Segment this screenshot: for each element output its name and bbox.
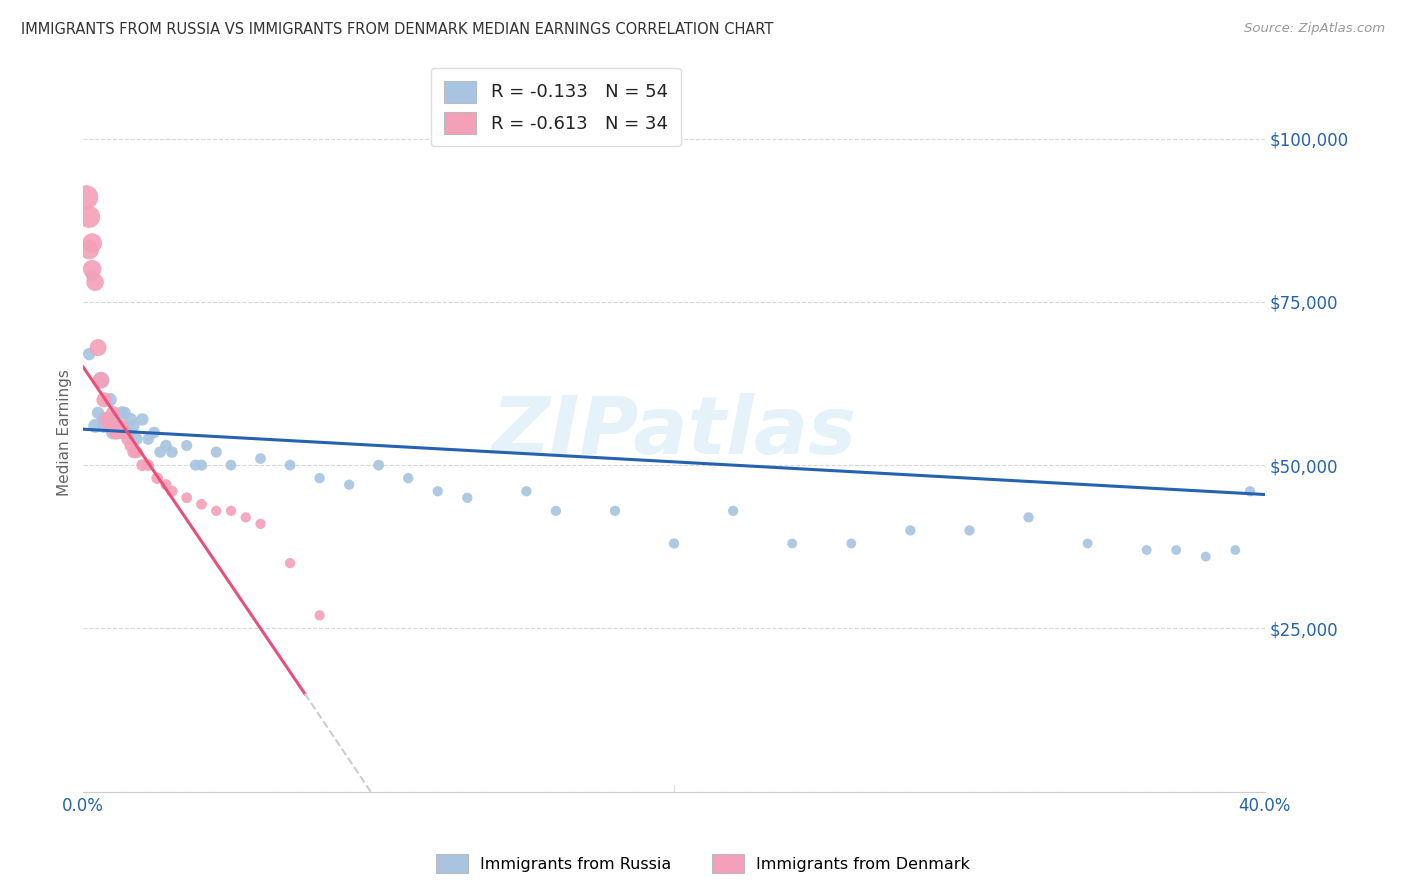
Point [1239,484,1261,499]
Point [101,412,124,426]
Point [117,432,139,446]
Point [544,504,567,518]
Point [367,458,389,472]
Point [107,425,129,440]
Point [160,484,183,499]
Point [396,471,419,485]
Point [111,406,134,420]
Point [235,510,257,524]
Point [98,392,121,407]
Point [1136,543,1159,558]
Point [93,412,115,426]
Point [146,471,169,485]
Point [1018,510,1040,524]
Point [101,406,124,420]
Point [155,477,177,491]
Point [205,445,228,459]
Point [176,438,198,452]
Point [93,392,115,407]
Point [780,536,803,550]
Point [98,419,121,434]
Point [125,432,148,446]
Point [96,412,118,426]
Point [82,235,104,250]
Point [219,458,242,472]
Point [77,210,100,224]
Point [721,504,744,518]
Text: IMMIGRANTS FROM RUSSIA VS IMMIGRANTS FROM DENMARK MEDIAN EARNINGS CORRELATION CH: IMMIGRANTS FROM RUSSIA VS IMMIGRANTS FRO… [21,22,773,37]
Point [176,491,198,505]
Point [131,458,153,472]
Point [122,419,145,434]
Point [308,471,330,485]
Point [101,419,124,434]
Point [603,504,626,518]
Point [90,373,112,387]
Point [662,536,685,550]
Point [190,458,212,472]
Point [898,524,921,538]
Point [1166,543,1188,558]
Point [114,425,136,440]
Point [337,477,360,491]
Point [839,536,862,550]
Point [122,445,145,459]
Point [84,275,107,289]
Point [77,243,100,257]
Point [120,438,142,452]
Point [149,445,172,459]
Point [515,484,537,499]
Point [308,608,330,623]
Point [143,425,166,440]
Point [87,406,110,420]
Point [117,425,139,440]
Point [96,412,118,426]
Legend: R = -0.133   N = 54, R = -0.613   N = 34: R = -0.133 N = 54, R = -0.613 N = 34 [432,68,681,146]
Point [87,341,110,355]
Point [959,524,981,538]
Legend: Immigrants from Russia, Immigrants from Denmark: Immigrants from Russia, Immigrants from … [429,847,977,880]
Point [136,432,159,446]
Point [104,425,127,440]
Point [278,458,301,472]
Point [77,347,100,361]
Point [190,497,212,511]
Point [1225,543,1247,558]
Point [249,451,271,466]
Point [278,556,301,570]
Point [114,406,136,420]
Point [1077,536,1099,550]
Y-axis label: Median Earnings: Median Earnings [58,369,72,496]
Point [101,425,124,440]
Point [120,412,142,426]
Point [125,445,148,459]
Point [107,425,129,440]
Point [249,516,271,531]
Point [456,491,478,505]
Point [93,419,115,434]
Text: ZIPatlas: ZIPatlas [492,393,856,472]
Point [219,504,242,518]
Point [82,268,104,283]
Point [131,412,153,426]
Point [111,419,134,434]
Point [75,190,97,204]
Point [184,458,207,472]
Point [205,504,228,518]
Point [136,458,159,472]
Point [1195,549,1218,564]
Point [155,438,177,452]
Text: Source: ZipAtlas.com: Source: ZipAtlas.com [1244,22,1385,36]
Point [160,445,183,459]
Point [426,484,449,499]
Point [90,373,112,387]
Point [84,419,107,434]
Point [104,425,127,440]
Point [82,262,104,277]
